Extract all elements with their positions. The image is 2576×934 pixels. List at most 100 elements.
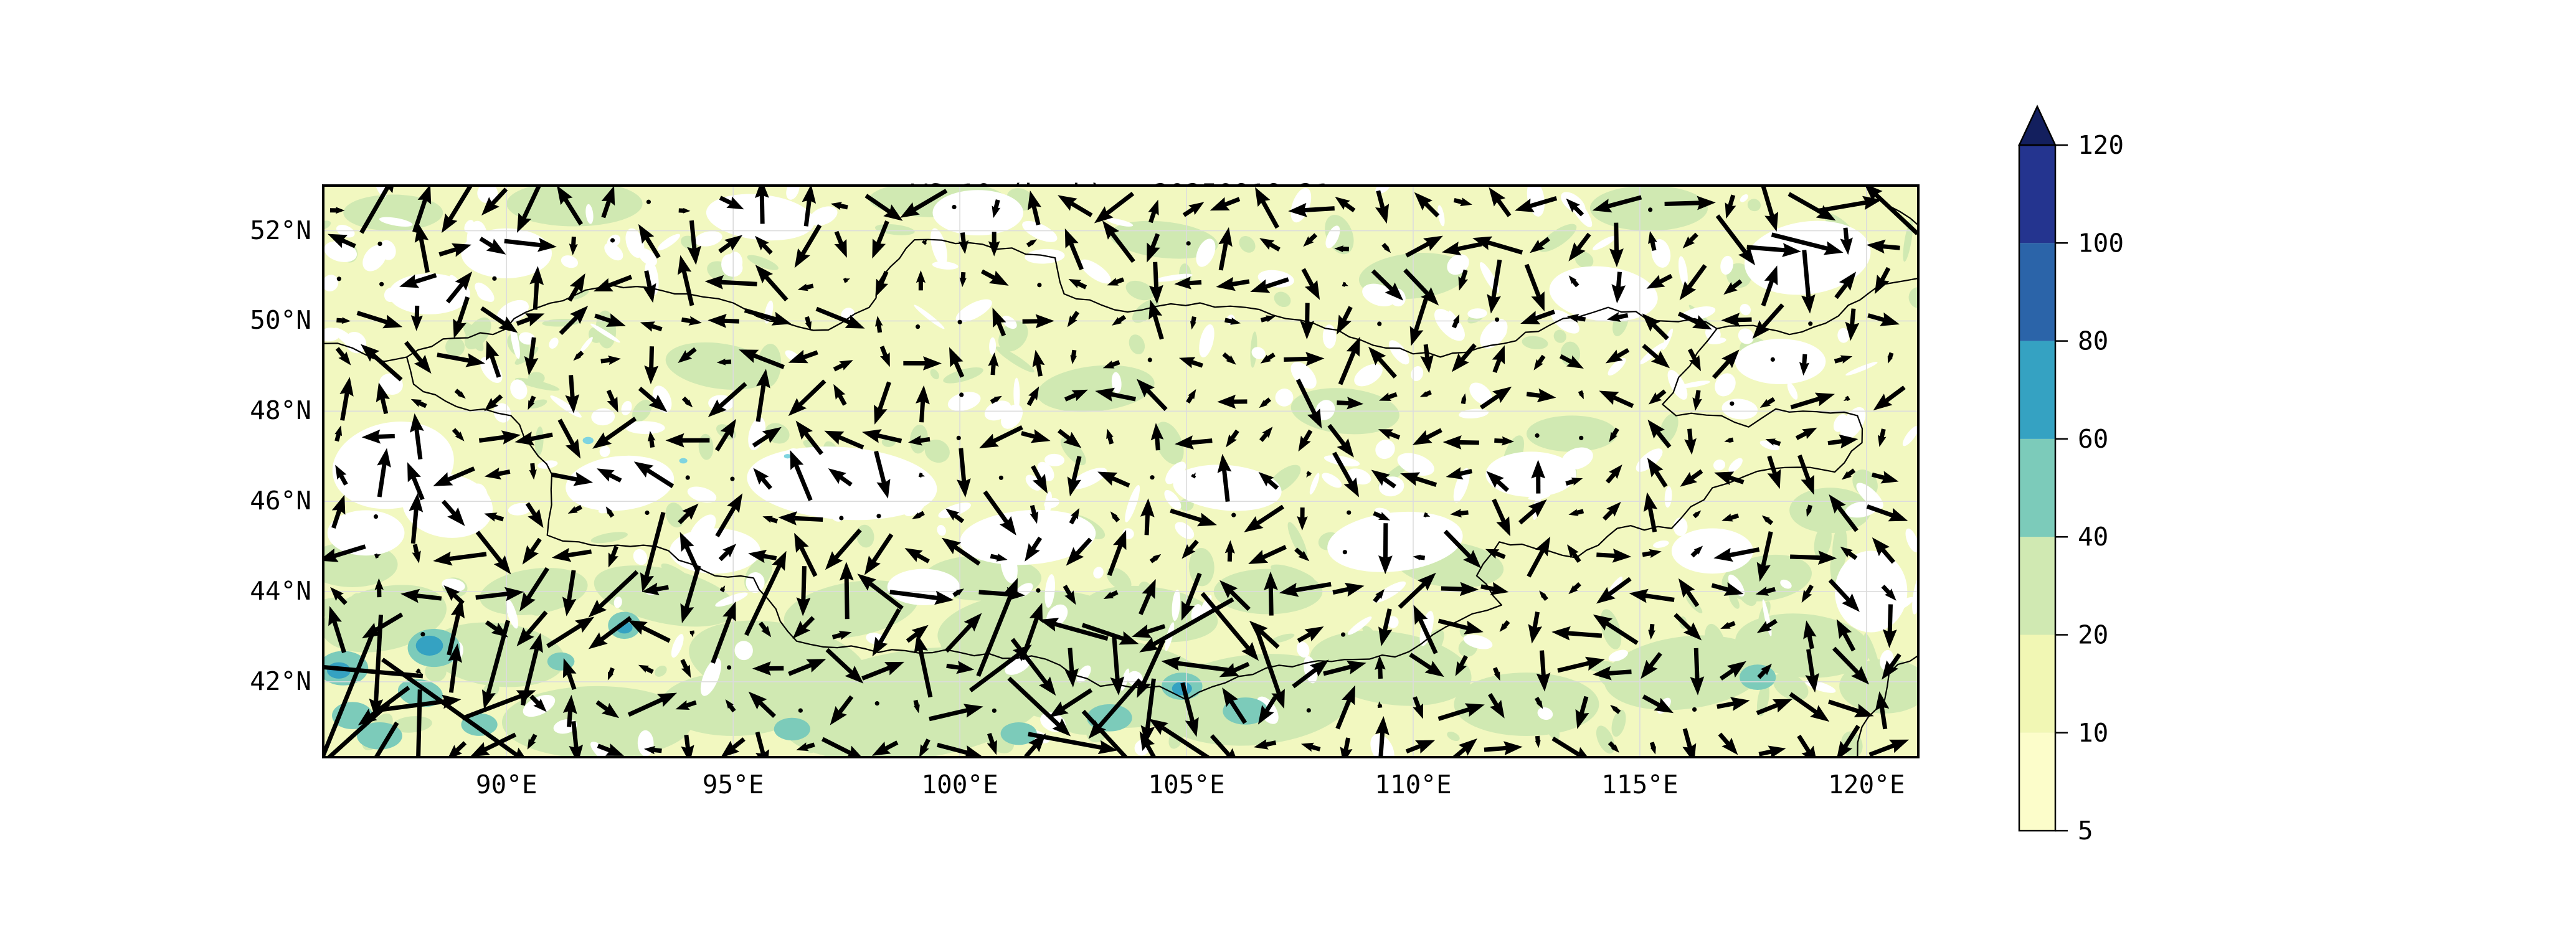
- contour-speckle: [468, 483, 488, 513]
- wind-arrow-shaft: [1264, 696, 1277, 712]
- wind-arrow-shaft: [1343, 737, 1351, 751]
- wind-arrow-head: [414, 354, 432, 374]
- wind-arrow-shaft: [1494, 438, 1504, 443]
- wind-arrow-head: [795, 420, 813, 440]
- wind-arrow-head: [1485, 549, 1500, 559]
- wind-arrow-head: [442, 213, 458, 234]
- wind-arrow-head: [1647, 419, 1665, 439]
- contour-speckle: [519, 712, 559, 742]
- contour-speckle: [826, 454, 845, 471]
- wind-arrow-head: [642, 283, 656, 303]
- wind-arrow-shaft: [381, 658, 518, 757]
- wind-arrow-head: [607, 396, 618, 413]
- wind-arrow-head: [956, 588, 964, 595]
- wind-arrow-head: [484, 467, 502, 480]
- colorbar-tick-label: 80: [2078, 326, 2108, 356]
- wind-arrow-shaft: [412, 199, 428, 233]
- wind-arrow-shaft: [1332, 451, 1353, 484]
- contour-speckle: [1434, 309, 1465, 341]
- contour-speckle: [1239, 236, 1256, 253]
- wind-arrow-shaft: [1537, 354, 1546, 364]
- wind-arrow-head: [1217, 394, 1236, 409]
- wind-arrow-shaft: [1026, 240, 1033, 248]
- wind-arrow-head: [433, 472, 453, 486]
- wind-arrow-shaft: [1007, 676, 1061, 727]
- contour-speckle: [1362, 626, 1374, 636]
- wind-arrow-shaft: [1426, 428, 1442, 440]
- wind-arrow-shaft: [686, 700, 697, 708]
- wind-arrow-head: [1814, 392, 1835, 407]
- wind-arrow-head: [916, 270, 926, 283]
- wind-arrow-head: [1113, 530, 1127, 550]
- wind-arrow-shaft: [529, 734, 537, 743]
- wind-arrow-head: [470, 742, 490, 757]
- wind-dot: [1231, 512, 1236, 517]
- wind-arrow-shaft: [922, 240, 927, 245]
- wind-arrow-shaft: [604, 417, 637, 441]
- wind-arrow-shaft: [953, 513, 965, 524]
- wind-arrow-shaft: [1010, 638, 1048, 684]
- contour-speckle: [591, 408, 615, 426]
- wind-arrow-shaft: [1061, 688, 1093, 711]
- wind-arrow-head: [448, 643, 462, 663]
- wind-arrow-head: [1530, 239, 1545, 253]
- contour-speckle: [1662, 328, 1674, 351]
- wind-arrow-shaft: [576, 351, 584, 358]
- wind-arrow-shaft: [1607, 195, 1642, 209]
- wind-arrow-head: [1375, 589, 1385, 600]
- wind-arrow-shaft: [1269, 242, 1281, 252]
- contour-speckle: [1720, 255, 1733, 275]
- wind-arrow-head: [374, 578, 384, 590]
- wind-dot: [1342, 550, 1347, 555]
- wind-arrow-head: [1119, 631, 1139, 645]
- lon-tick-label: 100°E: [921, 770, 998, 800]
- wind-arrow-shaft: [1191, 360, 1203, 368]
- wind-arrow-shaft: [684, 565, 701, 609]
- contour-speckle: [1814, 524, 1832, 559]
- wind-dot: [645, 510, 650, 516]
- wind-arrow-head: [608, 552, 618, 568]
- contour-speckle: [924, 439, 950, 463]
- contour-speckle: [324, 241, 358, 263]
- wind-dot: [1495, 317, 1500, 322]
- contour-patch: [1549, 266, 1658, 322]
- contour-speckle: [445, 337, 465, 357]
- wind-arrow-head: [788, 349, 808, 364]
- wind-arrow-head: [1193, 473, 1196, 476]
- wind-arrow-shaft: [608, 667, 615, 675]
- wind-arrow-head: [1575, 709, 1589, 729]
- wind-arrow-shaft: [1388, 432, 1401, 440]
- map-plot: [322, 184, 1920, 758]
- wind-arrow-shaft: [569, 375, 575, 398]
- wind-arrow-head: [1566, 355, 1584, 369]
- wind-arrow-shaft: [1310, 744, 1321, 752]
- wind-arrow-head: [1566, 198, 1580, 213]
- wind-arrow-head: [1724, 438, 1731, 443]
- contour-patch: [1485, 451, 1577, 498]
- contour-speckle: [590, 323, 620, 343]
- wind-arrow-head: [1878, 435, 1887, 447]
- contour-speckle: [1729, 593, 1740, 609]
- wind-arrow-head: [570, 306, 589, 324]
- contour-speckle: [998, 321, 1028, 352]
- contour-speckle: [477, 184, 498, 204]
- wind-arrow-shaft: [1611, 427, 1619, 436]
- wind-arrow-shaft: [1880, 267, 1891, 281]
- wind-arrow-head: [517, 212, 532, 233]
- contour-speckle: [1551, 309, 1579, 334]
- wind-arrow-shaft: [728, 704, 736, 713]
- contour-speckle: [1287, 522, 1308, 560]
- wind-arrow-shaft: [1107, 544, 1123, 577]
- wind-arrow-head: [1654, 697, 1674, 714]
- colorbar-segment: [2019, 243, 2055, 341]
- wind-arrow-head: [1241, 642, 1259, 661]
- wind-arrow-shaft: [1227, 551, 1233, 562]
- wind-arrow-shaft: [1210, 734, 1231, 757]
- wind-arrow-shaft: [1308, 233, 1318, 242]
- wind-arrow-shaft: [1153, 262, 1159, 288]
- wind-arrow-shaft: [1677, 311, 1699, 325]
- colorbar-segment: [2019, 341, 2055, 439]
- wind-arrow-shaft: [802, 616, 815, 630]
- wind-arrow-shaft: [1256, 633, 1281, 694]
- wind-arrow-head: [924, 239, 927, 243]
